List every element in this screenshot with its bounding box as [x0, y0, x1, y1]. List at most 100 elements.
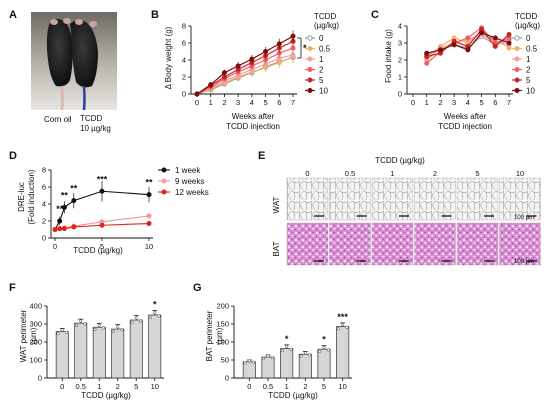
- panel-f-label: F: [9, 282, 16, 294]
- panel-d-data-point: [146, 192, 152, 198]
- panel-c-x-tick-label: 7: [507, 98, 511, 107]
- panel-e-dose-label: 10: [516, 169, 524, 178]
- panel-e-bat-image: [286, 222, 329, 266]
- panel-c-data-point: [506, 31, 512, 37]
- panel-c-y-tick-label: 3: [398, 39, 402, 48]
- panel-c-legend-marker: [514, 35, 520, 41]
- panel-g-replicate-dot: [252, 360, 256, 364]
- panel-c-xlabel-1: Weeks after: [444, 112, 487, 121]
- panel-c-data-point: [492, 43, 498, 49]
- panel-c-data-point: [506, 40, 512, 46]
- panel-f-replicate-dot: [60, 328, 64, 332]
- panel-e: E TCDD (µg/kg) WAT BAT 0 0.5 1 2 5 10 100 µm …: [258, 150, 541, 266]
- panel-e-bat-image: [414, 222, 456, 266]
- panel-d-legend-label: 1 week: [175, 166, 201, 175]
- panel-b-legend-marker: [307, 35, 313, 41]
- panel-f-replicate-dot: [153, 311, 157, 315]
- panel-b-data-point: [235, 63, 241, 69]
- panel-g-ylabel-2: (µm): [215, 327, 224, 344]
- panel-d-data-point: [61, 226, 67, 232]
- panel-g-y-tick-label: 50: [221, 356, 229, 365]
- panel-e-dose-label: 5: [475, 169, 479, 178]
- panel-b-data-point: [221, 70, 227, 76]
- panel-g-bar: [298, 353, 312, 379]
- panel-f-replicate-dot: [148, 316, 153, 320]
- panel-d-data-point: [71, 198, 77, 204]
- panel-f-x-tick-label: 0.5: [76, 382, 86, 391]
- panel-c-legend-marker: [514, 67, 520, 73]
- panel-g-replicate-dot: [326, 348, 330, 352]
- panel-d-data-point: [52, 227, 58, 233]
- panel-d-significance-star: **: [61, 190, 69, 200]
- panel-b-bracket: [297, 37, 302, 59]
- panel-c-x-tick-label: 0: [411, 98, 415, 107]
- panel-d-legend-marker: [161, 178, 167, 184]
- panel-b-series-line: [196, 35, 294, 95]
- panel-c-data-point: [492, 35, 498, 41]
- panel-b-x-tick-label: 7: [291, 98, 295, 107]
- panel-b-y-tick-label: 0: [182, 90, 186, 99]
- panel-f-bar: [148, 314, 162, 379]
- panel-e-row-wat: WAT: [272, 196, 281, 213]
- panel-f-replicate-dot: [101, 326, 106, 330]
- panel-e-dose-label: 0: [305, 169, 309, 178]
- panel-g-significance-star: *: [322, 335, 326, 345]
- panel-b-legend-marker: [307, 67, 313, 73]
- panel-b-data-point: [290, 33, 296, 39]
- panel-b-legend-label: 0: [319, 34, 324, 43]
- panel-c-data-point: [465, 35, 471, 41]
- panel-g-x-tick-label: 0: [247, 382, 251, 391]
- panel-c-legend-marker: [514, 45, 520, 51]
- panel-g-replicate-dot: [247, 359, 251, 363]
- panel-f-ylabel-1: WAT perimeter: [19, 309, 28, 362]
- panel-b-y-tick-label: 4: [182, 56, 186, 65]
- panel-b-x-tick-label: 5: [263, 98, 267, 107]
- panel-d-data-point: [57, 226, 63, 232]
- panel-f-replicate-dot: [83, 322, 87, 326]
- panel-c-legend-title-2: (µg/kg): [515, 21, 540, 30]
- panel-g-replicate-dot: [299, 354, 303, 358]
- panel-d-x-tick-label: 5: [100, 242, 104, 251]
- panel-e-wat-image: [329, 177, 371, 221]
- panel-c-data-point: [437, 47, 443, 53]
- panel-f-replicate-dot: [116, 325, 120, 329]
- panel-b-y-tick-label: 6: [182, 39, 186, 48]
- panel-a: A Corn oil TCDD 10 µg/kg: [9, 9, 117, 133]
- panel-c-x-tick-label: 6: [493, 98, 497, 107]
- panel-f-replicate-dot: [134, 316, 138, 320]
- panel-g-replicate-dot: [336, 327, 340, 331]
- panel-b-star: *: [303, 43, 307, 53]
- panel-g-x-tick-label: 10: [338, 382, 346, 391]
- panel-c-x-tick-label: 2: [438, 98, 442, 107]
- panel-c-legend-marker: [514, 88, 520, 94]
- panel-f-bar: [92, 326, 106, 379]
- panel-f-replicate-dot: [93, 327, 97, 331]
- panel-g-x-tick-label: 2: [303, 382, 307, 391]
- panel-e-bat-image: [499, 222, 541, 266]
- panel-g-replicate-dot: [280, 349, 284, 353]
- panel-e-dose-label: 2: [433, 169, 437, 178]
- panel-d-significance-star: ***: [97, 174, 108, 184]
- panel-f-plot: 0 100 200 300 400 0 0.5 1 2 5 10 *: [29, 300, 164, 391]
- panel-f-bar: [55, 331, 69, 379]
- panel-b-y-tick-label: 2: [182, 73, 186, 82]
- panel-e-bat-image: [329, 222, 371, 266]
- panel-e-wat-image: [371, 177, 414, 221]
- panel-f-replicate-dot: [157, 314, 161, 318]
- panel-b-data-point: [208, 82, 214, 88]
- panel-d-data-point: [99, 188, 105, 194]
- panel-f-replicate-dot: [79, 319, 83, 323]
- panel-f-replicate-dot: [56, 331, 60, 336]
- panel-c-x-tick-label: 4: [466, 98, 470, 107]
- panel-f-x-tick-label: 2: [116, 382, 120, 391]
- panel-b-y-tick-label: 8: [182, 22, 186, 31]
- panel-e-header: TCDD (µg/kg): [375, 156, 425, 165]
- panel-c-legend-title-1: TCDD: [515, 12, 537, 21]
- panel-f-replicate-dot: [97, 323, 101, 327]
- panel-d-y-tick-label: 4: [42, 200, 46, 209]
- panel-b-legend-title-1: TCDD: [314, 12, 336, 21]
